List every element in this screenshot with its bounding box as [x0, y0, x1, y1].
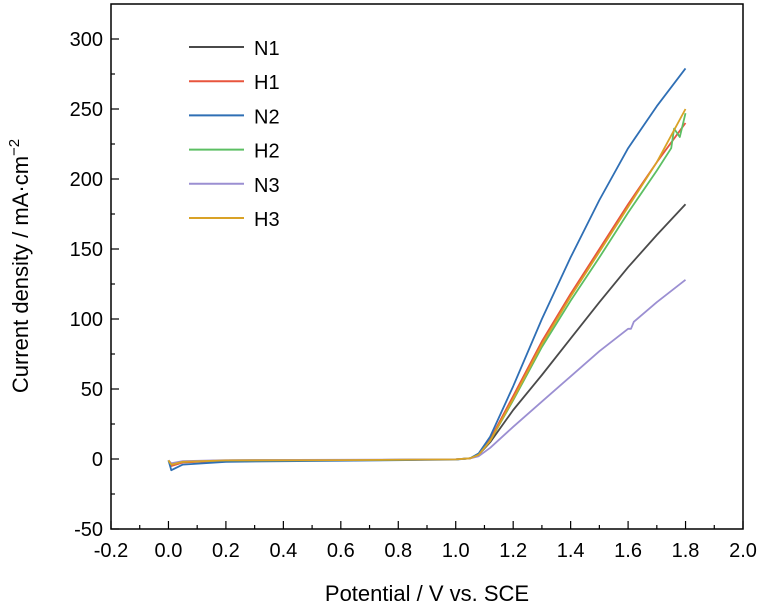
y-tick-label: -50: [74, 519, 103, 541]
series-line-n3: [167, 279, 687, 465]
series-line-h1: [167, 122, 687, 467]
y-tick-label: 300: [70, 29, 103, 51]
y-tick-label: 200: [70, 169, 103, 191]
y-tick-label: 250: [70, 99, 103, 121]
legend-label-n2: N2: [254, 106, 280, 128]
series-line-h2: [167, 112, 687, 466]
axis-ticks: -0.2 0.0 0.2 0.4 0.6 0.8 1.0 1.2 1.4 1.6 1.8 2.0 -50…: [70, 29, 757, 562]
y-tick-label: 150: [70, 239, 103, 261]
x-tick-label: 1.6: [614, 540, 642, 562]
series-line-h3: [167, 108, 687, 466]
series-line-n2: [167, 67, 687, 472]
x-tick-label: -0.2: [94, 540, 128, 562]
x-axis-label: Potential / V vs. SCE: [325, 581, 529, 606]
y-axis-label-main: Current density / mA·cm: [8, 156, 33, 393]
legend-label-n1: N1: [254, 38, 280, 60]
y-tick-label: 50: [81, 379, 103, 401]
y-axis-label-superscript: −2: [6, 139, 23, 156]
series-lines: [167, 67, 687, 472]
y-tick-label: 0: [92, 449, 103, 471]
legend-label-h3: H3: [254, 209, 280, 231]
x-tick-label: 1.2: [499, 540, 527, 562]
y-tick-label: 100: [70, 309, 103, 331]
plot-frame: [110, 3, 744, 530]
x-tick-label: 0.6: [327, 540, 355, 562]
legend: N1 H1 N2 H2 N3 H3: [189, 38, 280, 231]
y-axis-label: Current density / mA·cm−2: [6, 139, 33, 393]
x-tick-label: 0.4: [269, 540, 297, 562]
x-tick-label: 0.2: [212, 540, 240, 562]
x-tick-label: 1.8: [672, 540, 700, 562]
x-tick-label: 0.8: [384, 540, 412, 562]
legend-label-h1: H1: [254, 72, 280, 94]
legend-label-n3: N3: [254, 175, 280, 197]
legend-label-h2: H2: [254, 141, 280, 163]
x-tick-label: 0.0: [155, 540, 183, 562]
x-tick-label: 2.0: [729, 540, 757, 562]
x-tick-label: 1.0: [442, 540, 470, 562]
x-tick-label: 1.4: [557, 540, 585, 562]
